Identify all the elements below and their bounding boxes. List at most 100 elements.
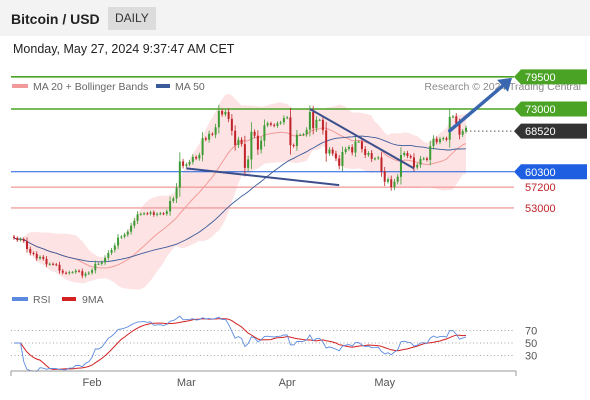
candle [403,151,406,157]
candle-body [364,149,367,155]
candle [230,114,233,136]
candle-body [214,127,217,135]
legend-swatch-ma20 [12,84,28,88]
candle-body [35,253,38,259]
candle [35,251,38,261]
candle [286,116,289,120]
candle-body [97,263,100,265]
candle [412,153,415,172]
candle [451,115,455,119]
candle [299,133,302,136]
candle-body [100,262,103,264]
candle-body [198,154,201,159]
candle [308,105,311,137]
candle-body [299,134,302,136]
candle [445,136,448,142]
candle [152,210,155,217]
candle-body [321,119,324,131]
candle-body [84,273,87,276]
candle [253,129,256,139]
candle [383,166,386,187]
candle [61,268,64,275]
candle-body [455,116,458,124]
candle [32,251,35,256]
candle [276,121,279,128]
candle [347,145,350,151]
candle-body [464,127,468,132]
candle-body [29,248,32,253]
candle-body [159,213,162,215]
candle-body [146,213,149,215]
candle-body [256,135,259,150]
candle-body [133,220,136,226]
candle [432,135,435,150]
candle-body [435,138,438,143]
candle [315,116,318,133]
level-labels: 79500 73000 68520 60300 57200 53000 [514,69,587,215]
candle-body [126,231,129,235]
candle [279,120,282,125]
candle-body [39,256,42,259]
candle [406,150,409,159]
candle-body [292,145,295,147]
level-label-79500: 79500 [525,72,556,84]
candle [367,151,370,157]
candle [19,237,22,242]
candlesticks [12,104,468,279]
candle [52,262,55,266]
candle-body [442,138,445,140]
candle-body [227,111,230,119]
candle-body [237,139,240,146]
candle [94,260,97,274]
moving-averages [13,127,467,269]
candle-body [351,147,354,153]
candle [338,154,341,170]
candle-body [386,179,389,182]
candle-body [188,161,191,165]
candle-body [110,249,113,253]
candle-body [253,131,256,136]
candle [120,235,123,240]
candle-body [269,123,272,125]
candle [357,140,360,143]
candle [104,255,107,265]
candle-body [78,270,81,272]
candle-body [250,131,253,160]
candle [250,122,253,169]
forecast-arrow-shaft [447,83,506,133]
price-levels [11,76,514,209]
candle-body [403,153,406,155]
candle [386,177,389,184]
candle [68,270,71,275]
candle [149,210,152,216]
candle-body [377,157,380,159]
trendlines [186,77,512,187]
candle-body [273,124,276,126]
candle [123,232,126,239]
candle [117,233,120,250]
candle [266,121,269,128]
candle-body [451,116,455,118]
candle [25,237,29,253]
candle-body [71,272,74,274]
candle [169,196,172,216]
candle [143,211,146,216]
candle-body [120,236,123,238]
candle-body [344,149,347,153]
candle-body [266,123,269,126]
rsi-line [14,315,467,372]
candle [136,211,139,224]
candle-body [282,117,285,123]
candle-body [390,179,393,188]
candle-body [211,133,214,135]
candle [295,130,298,151]
candle-body [240,139,243,145]
candle [78,269,81,273]
level-box-73000 [514,101,587,117]
timeframe-badge[interactable]: DAILY [108,7,156,30]
candle-body [208,133,211,140]
candle-body [191,156,194,162]
candle [370,149,373,162]
candle-body [425,158,428,160]
candle [156,212,159,217]
